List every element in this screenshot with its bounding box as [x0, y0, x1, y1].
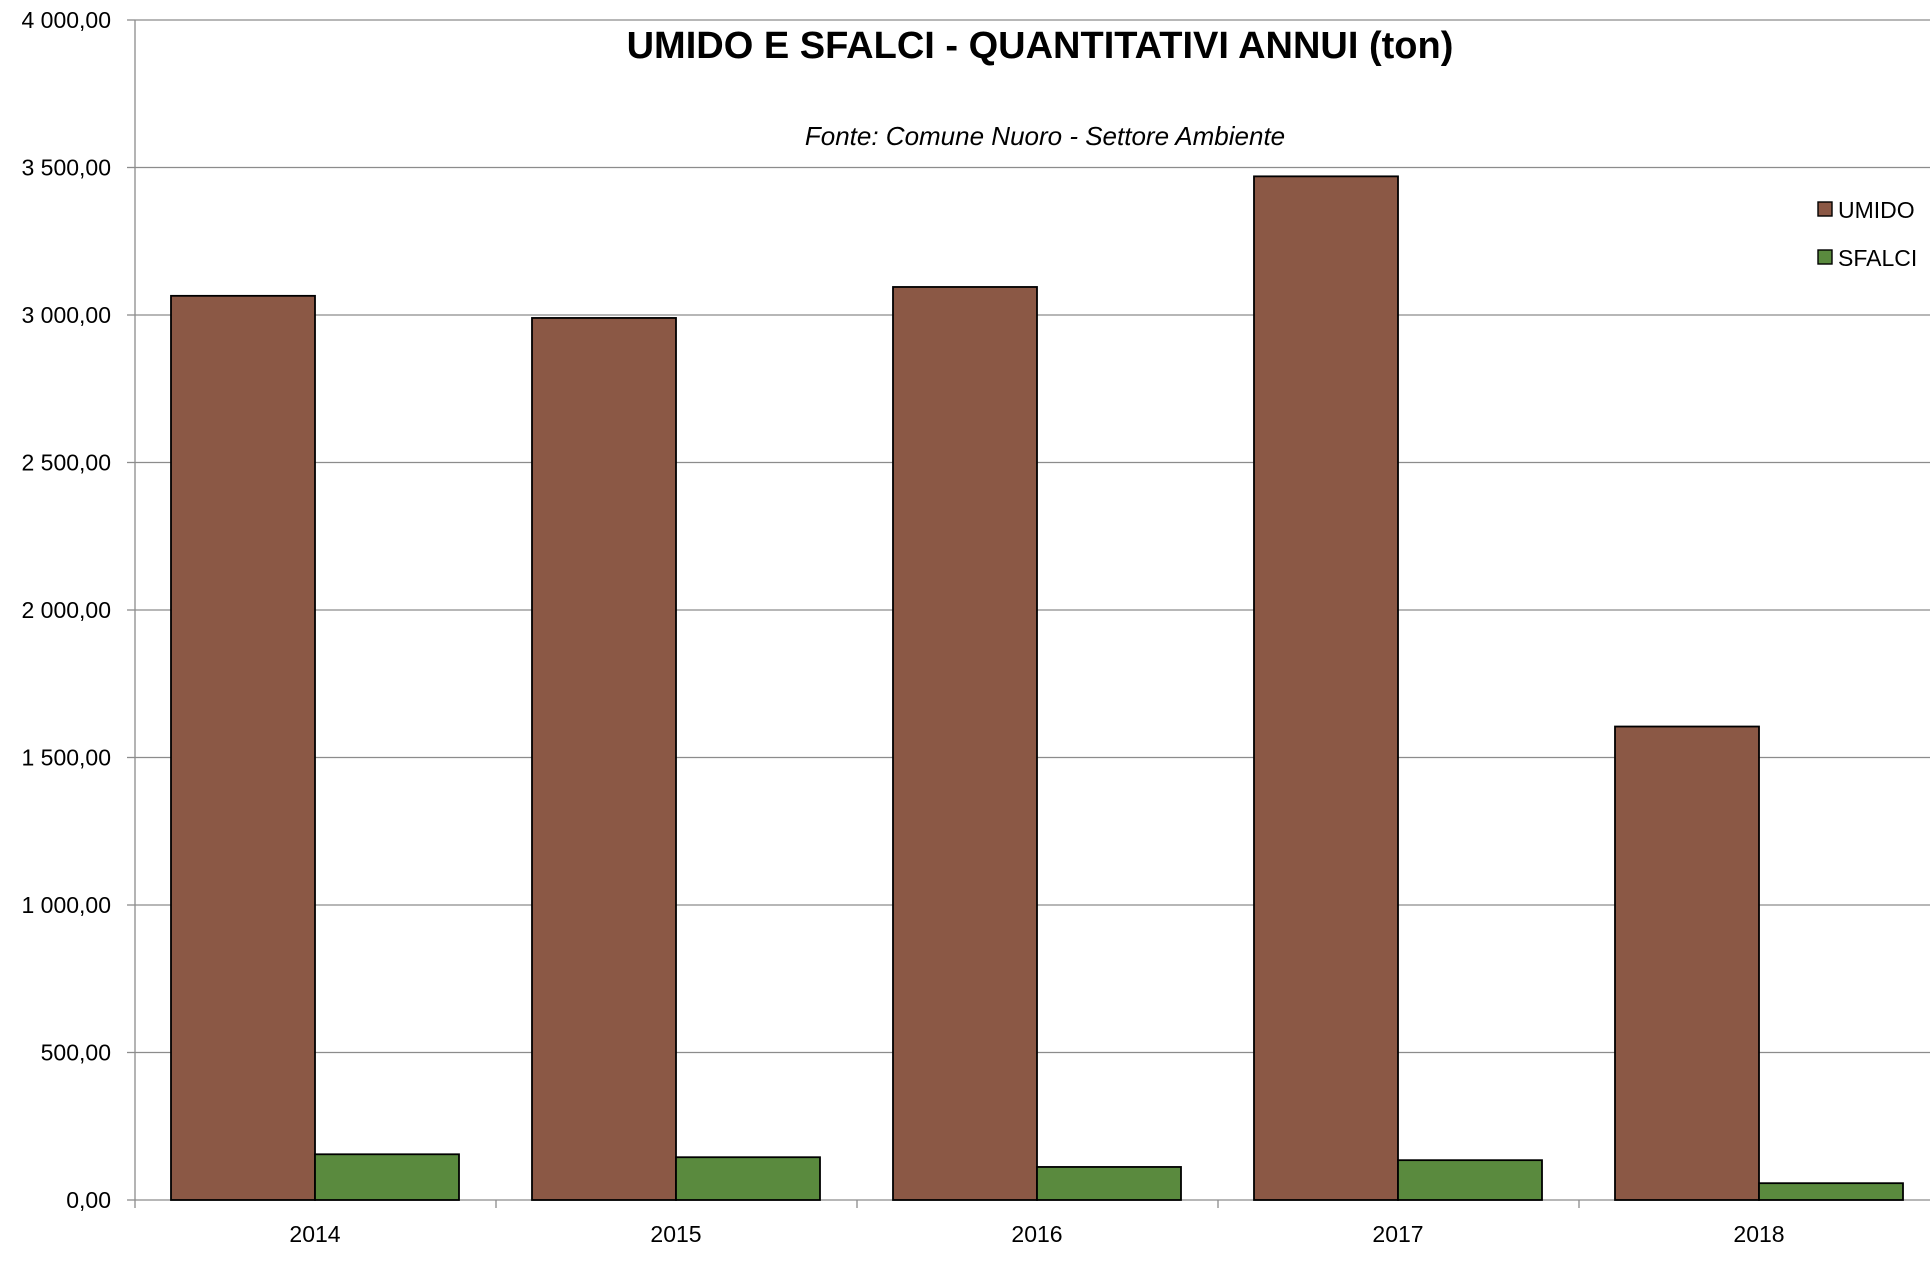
legend-label-umido: UMIDO: [1838, 197, 1915, 223]
x-tick-label: 2017: [1372, 1221, 1423, 1247]
bar-sfalci-2014: [314, 1153, 460, 1201]
y-tick-label: 500,00: [41, 1040, 111, 1066]
x-tick-label: 2015: [650, 1221, 701, 1247]
chart-subtitle: Fonte: Comune Nuoro - Settore Ambiente: [805, 121, 1285, 151]
x-tick-label: 2014: [289, 1221, 340, 1247]
bar-sfalci-2016: [1036, 1166, 1182, 1201]
bar-umido-2017: [1253, 175, 1399, 1201]
legend-swatch-umido: [1817, 201, 1833, 217]
y-axis-tick-labels: 0,00 500,00 1 000,00 1 500,00 2 000,00 2 500,…: [21, 7, 111, 1213]
legend-label-sfalci: SFALCI: [1838, 245, 1917, 271]
legend-swatch-sfalci: [1817, 249, 1833, 265]
y-tick-label: 2 000,00: [21, 597, 111, 623]
y-tick-label: 2 500,00: [21, 450, 111, 476]
y-tick-label: 1 500,00: [21, 745, 111, 771]
y-tick-label: 4 000,00: [21, 7, 111, 33]
bar-sfalci-2017: [1397, 1159, 1543, 1201]
y-tick-label: 1 000,00: [21, 892, 111, 918]
legend: UMIDO SFALCI: [1817, 197, 1917, 271]
bar-umido-2014: [170, 294, 316, 1201]
x-tick-label: 2016: [1011, 1221, 1062, 1247]
bar-umido-2018: [1614, 725, 1760, 1201]
chart-title: UMIDO E SFALCI - QUANTITATIVI ANNUI (ton…: [627, 25, 1454, 67]
bar-umido-2016: [892, 286, 1038, 1201]
bar-umido-2015: [531, 317, 677, 1201]
y-tick-label: 0,00: [66, 1187, 111, 1213]
bar-sfalci-2018: [1758, 1182, 1904, 1201]
y-tick-label: 3 000,00: [21, 302, 111, 328]
bars: [170, 175, 1904, 1201]
x-tick-label: 2018: [1733, 1221, 1784, 1247]
y-tick-label: 3 500,00: [21, 155, 111, 181]
x-axis-tick-labels: 2014 2015 2016 2017 2018: [289, 1221, 1784, 1247]
bar-sfalci-2015: [675, 1156, 821, 1201]
